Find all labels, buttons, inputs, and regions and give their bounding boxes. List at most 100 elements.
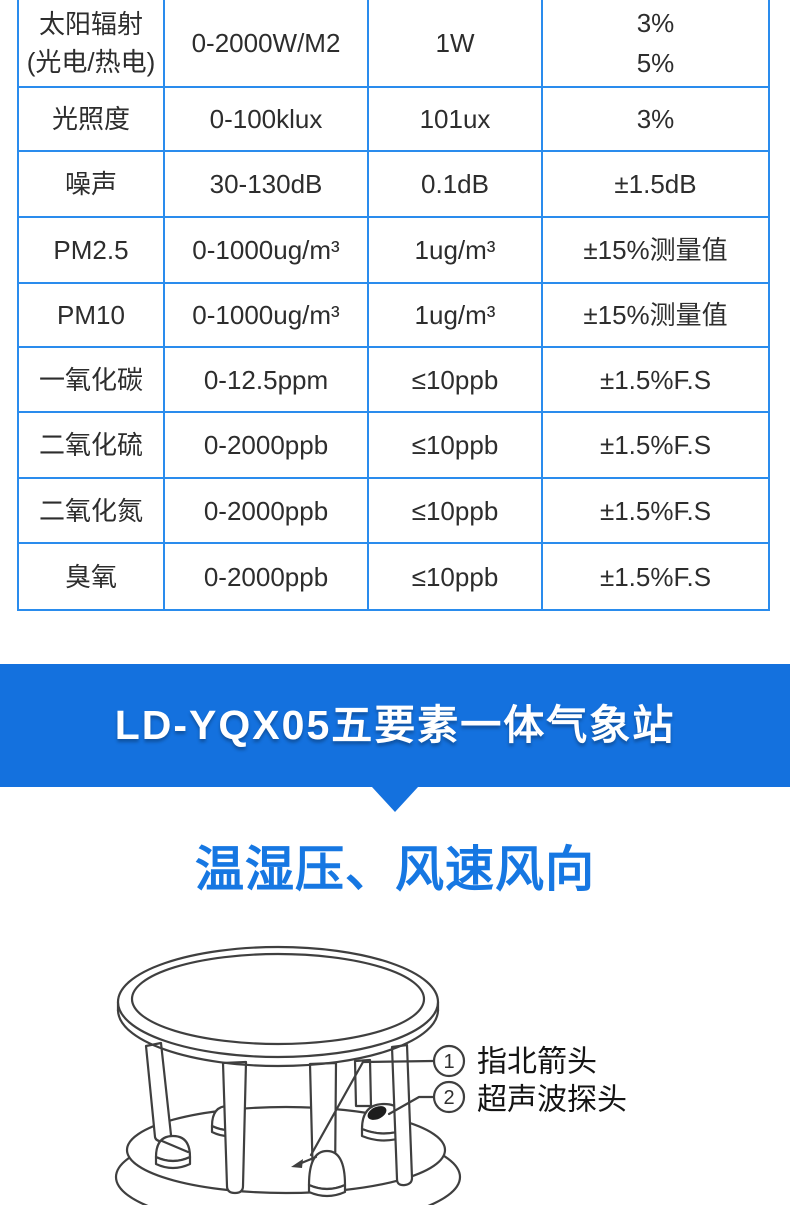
cell-text: 0-100klux — [209, 104, 323, 134]
table-row: 噪声 30-130dB 0.1dB ±1.5dB — [19, 152, 768, 218]
spec-table: 太阳辐射 (光电/热电) 0-2000W/M2 1W 3% 5% 光照度 0-100klux 1… — [17, 0, 770, 611]
cell-text: 0-2000ppb — [203, 495, 329, 526]
leader-line-1 — [309, 1059, 435, 1157]
callout-2-circle — [432, 1080, 466, 1114]
cell-accuracy: ±1.5%F.S — [543, 348, 768, 411]
cell-text: ±1.5%F.S — [599, 364, 712, 395]
cell-text: 0-1000ug/m³ — [192, 300, 340, 330]
cell-range: 0-100klux — [165, 88, 369, 150]
table-row: PM2.5 0-1000ug/m³ 1ug/m³ ±15%测量值 — [19, 218, 768, 284]
cell-text: 噪声 — [64, 169, 117, 199]
cell-text: 0-2000ppb — [203, 561, 329, 592]
cell-text: ≤10ppb — [411, 561, 499, 592]
callout-1-label: 指北箭头 — [477, 1046, 597, 1079]
pillar-front-left — [221, 1060, 248, 1195]
cell-range: 0-12.5ppm — [165, 348, 369, 411]
cell-text: 0.1dB — [421, 169, 489, 199]
cell-text: ±1.5dB — [614, 169, 697, 199]
cell-accuracy: ±15%测量值 — [543, 218, 768, 282]
cell-text: 1ug/m³ — [414, 235, 496, 265]
cell-text: 5% — [636, 48, 675, 78]
cell-text: 3% — [636, 8, 675, 38]
cell-resolution: 1ug/m³ — [369, 218, 543, 282]
cell-accuracy: ±1.5%F.S — [543, 544, 768, 609]
cell-resolution: 1ug/m³ — [369, 284, 543, 346]
cell-text: 0-12.5ppm — [203, 364, 329, 395]
cell-text: 0-2000ppb — [203, 430, 329, 460]
cell-text: PM2.5 — [53, 235, 129, 265]
cell-accuracy: ±1.5%F.S — [543, 413, 768, 477]
cell-resolution: ≤10ppb — [369, 348, 543, 411]
cell-text: ±15%测量值 — [583, 300, 728, 330]
cell-param: 光照度 — [19, 88, 165, 150]
cell-resolution: ≤10ppb — [369, 413, 543, 477]
table-row: 一氧化碳 0-12.5ppm ≤10ppb ±1.5%F.S — [19, 348, 768, 413]
cell-param: PM2.5 — [19, 218, 165, 282]
table-row: 二氧化硫 0-2000ppb ≤10ppb ±1.5%F.S — [19, 413, 768, 479]
cell-resolution: ≤10ppb — [369, 544, 543, 609]
table-row: 太阳辐射 (光电/热电) 0-2000W/M2 1W 3% 5% — [19, 0, 768, 88]
pillar-back-stub — [353, 1058, 373, 1108]
product-banner: LD-YQX05五要素一体气象站 — [0, 664, 790, 812]
cell-accuracy: ±1.5%F.S — [543, 479, 768, 542]
cell-param: 太阳辐射 (光电/热电) — [19, 0, 165, 86]
cell-text: 光照度 — [51, 104, 130, 134]
cell-text: PM10 — [57, 300, 125, 330]
section-heading: 温湿压、风速风向 — [194, 843, 595, 897]
cell-param: 二氧化硫 — [19, 413, 165, 477]
sensor-spot — [367, 1106, 387, 1120]
cell-text: 1ug/m³ — [414, 300, 496, 330]
cell-text: ≤10ppb — [411, 364, 499, 395]
banner-title: LD-YQX05五要素一体气象站 — [114, 702, 676, 748]
callout-1-circle — [432, 1044, 466, 1078]
transducer-dome-left — [154, 1134, 192, 1170]
cell-range: 0-1000ug/m³ — [165, 284, 369, 346]
cell-text: 0-1000ug/m³ — [192, 235, 340, 265]
cell-accuracy: 3% — [543, 88, 768, 150]
cell-resolution: 1W — [369, 0, 543, 86]
cell-param: 一氧化碳 — [19, 348, 165, 411]
cell-accuracy: ±15%测量值 — [543, 284, 768, 346]
pillar-right — [390, 1043, 414, 1187]
cell-text: ≤10ppb — [411, 430, 499, 460]
cell-text: ≤10ppb — [411, 495, 499, 526]
callout-1-number: 1 — [443, 1051, 454, 1073]
leader-line-2 — [387, 1095, 435, 1116]
table-row: 光照度 0-100klux 101ux 3% — [19, 88, 768, 152]
table-row: 臭氧 0-2000ppb ≤10ppb ±1.5%F.S — [19, 544, 768, 609]
cell-text: 30-130dB — [209, 169, 323, 199]
cell-text: ±1.5%F.S — [599, 430, 712, 460]
cell-range: 0-2000W/M2 — [165, 0, 369, 86]
top-disc — [116, 945, 440, 1068]
cell-range: 0-1000ug/m³ — [165, 218, 369, 282]
banner-tail-pointer — [372, 787, 418, 812]
cell-range: 0-2000ppb — [165, 544, 369, 609]
callout-ultrasonic-probe: 2 超声波探头 — [432, 1080, 627, 1117]
cell-text: ±1.5%F.S — [599, 561, 712, 592]
cell-range: 0-2000ppb — [165, 413, 369, 477]
cell-text: 二氧化氮 — [38, 495, 143, 526]
anemometer-diagram: 1 指北箭头 2 超声波探头 — [114, 945, 627, 1205]
cell-text: 0-2000W/M2 — [191, 28, 341, 58]
cell-resolution: 0.1dB — [369, 152, 543, 216]
callout-2-label: 超声波探头 — [477, 1084, 627, 1117]
cell-text: 一氧化碳 — [38, 364, 143, 395]
table-row: PM10 0-1000ug/m³ 1ug/m³ ±15%测量值 — [19, 284, 768, 348]
cell-text: ±1.5%F.S — [599, 495, 712, 526]
transducer-dome-front — [307, 1149, 347, 1198]
cell-resolution: ≤10ppb — [369, 479, 543, 542]
cell-text: 101ux — [419, 104, 491, 134]
callout-2-number: 2 — [443, 1087, 454, 1109]
cell-param: PM10 — [19, 284, 165, 346]
callout-north-arrow: 1 指北箭头 — [432, 1044, 597, 1079]
cell-text: (光电/热电) — [26, 47, 156, 77]
cell-accuracy: 3% 5% — [543, 0, 768, 86]
cell-text: 3% — [636, 104, 675, 134]
cell-accuracy: ±1.5dB — [543, 152, 768, 216]
cell-param: 噪声 — [19, 152, 165, 216]
cell-range: 30-130dB — [165, 152, 369, 216]
cell-text: 臭氧 — [64, 561, 117, 592]
pillar-left — [144, 1041, 173, 1143]
cell-text: 太阳辐射 — [38, 9, 143, 39]
